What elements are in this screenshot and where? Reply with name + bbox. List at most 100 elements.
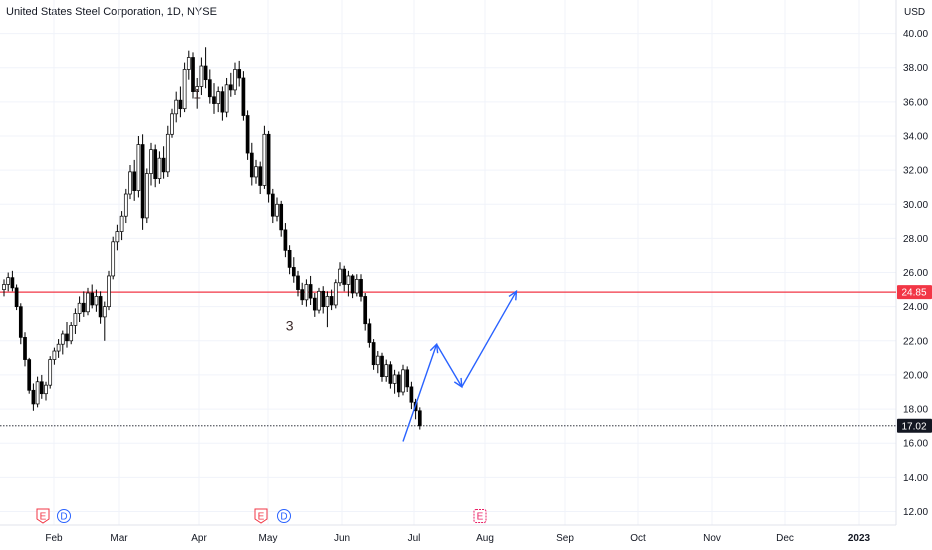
candle-body[interactable] bbox=[279, 203, 284, 231]
candle-body[interactable] bbox=[18, 306, 23, 338]
candle-body[interactable] bbox=[241, 77, 246, 116]
candle-body[interactable] bbox=[245, 115, 250, 154]
earnings-marker[interactable] bbox=[36, 508, 50, 524]
candle-body[interactable] bbox=[27, 359, 32, 391]
candle-body[interactable] bbox=[123, 193, 128, 217]
candle-body[interactable] bbox=[258, 166, 263, 186]
candle-body[interactable] bbox=[371, 342, 376, 366]
candle-body[interactable] bbox=[287, 249, 292, 268]
candle-body[interactable] bbox=[262, 133, 267, 186]
candle-body[interactable] bbox=[291, 267, 296, 277]
candle-body[interactable] bbox=[65, 333, 69, 342]
candle-body[interactable] bbox=[111, 241, 116, 277]
candle-body[interactable] bbox=[39, 381, 44, 395]
candle-body[interactable] bbox=[81, 302, 86, 313]
candle-body[interactable] bbox=[409, 386, 414, 403]
candle-body[interactable] bbox=[153, 149, 158, 180]
candle-body[interactable] bbox=[98, 296, 103, 318]
candle-body[interactable] bbox=[220, 91, 225, 113]
candle-body[interactable] bbox=[249, 152, 254, 178]
candle-body[interactable] bbox=[107, 275, 111, 308]
candle-body[interactable] bbox=[136, 144, 141, 191]
candle-body[interactable] bbox=[346, 275, 351, 285]
candle-body[interactable] bbox=[367, 323, 372, 343]
earnings-marker[interactable] bbox=[254, 508, 268, 524]
candle-body[interactable] bbox=[325, 296, 330, 308]
candle-body[interactable] bbox=[342, 268, 347, 285]
candle-body[interactable] bbox=[165, 133, 170, 173]
candle-body[interactable] bbox=[199, 65, 204, 87]
candle-body[interactable] bbox=[86, 292, 90, 313]
candle-body[interactable] bbox=[388, 364, 393, 384]
candle-body[interactable] bbox=[405, 369, 410, 388]
candle-body[interactable] bbox=[132, 171, 137, 191]
candle-body[interactable] bbox=[354, 279, 359, 294]
candle-body[interactable] bbox=[254, 166, 258, 178]
candle-body[interactable] bbox=[380, 355, 384, 377]
candle-body[interactable] bbox=[401, 369, 405, 393]
projection-arrow-segment[interactable] bbox=[402, 343, 438, 442]
candle-body[interactable] bbox=[140, 144, 145, 219]
candle-body[interactable] bbox=[308, 284, 313, 299]
candle-body[interactable] bbox=[329, 296, 334, 306]
candle-body[interactable] bbox=[128, 171, 132, 195]
candle-body[interactable] bbox=[195, 86, 200, 92]
candle-body[interactable] bbox=[178, 99, 183, 110]
candle-body[interactable] bbox=[149, 149, 153, 174]
candle-body[interactable] bbox=[23, 337, 27, 360]
candle-body[interactable] bbox=[396, 374, 401, 393]
candle-body[interactable] bbox=[275, 203, 279, 217]
candle-body[interactable] bbox=[2, 284, 6, 290]
candle-body[interactable] bbox=[203, 65, 208, 81]
dividend-marker[interactable] bbox=[277, 509, 291, 523]
candle-body[interactable] bbox=[48, 359, 53, 386]
candle-body[interactable] bbox=[392, 374, 397, 384]
candle-body[interactable] bbox=[338, 268, 342, 284]
candle-body[interactable] bbox=[31, 389, 36, 405]
candle-body[interactable] bbox=[182, 69, 187, 110]
candle-body[interactable] bbox=[233, 69, 237, 91]
dividend-marker[interactable] bbox=[57, 509, 71, 523]
candle-body[interactable] bbox=[186, 57, 191, 70]
candle-body[interactable] bbox=[296, 275, 300, 290]
candle-body[interactable] bbox=[363, 296, 368, 325]
candle-body[interactable] bbox=[144, 173, 149, 219]
candle-body[interactable] bbox=[161, 157, 166, 173]
candle-body[interactable] bbox=[312, 297, 317, 311]
candle-body[interactable] bbox=[14, 287, 19, 308]
candle-body[interactable] bbox=[207, 79, 212, 98]
candle-body[interactable] bbox=[333, 282, 338, 306]
candle-body[interactable] bbox=[212, 96, 216, 104]
candle-body[interactable] bbox=[174, 99, 179, 115]
candle-body[interactable] bbox=[170, 113, 174, 135]
candle-body[interactable] bbox=[283, 229, 288, 251]
candle-body[interactable] bbox=[44, 384, 48, 395]
candle-body[interactable] bbox=[270, 193, 275, 217]
candle-body[interactable] bbox=[350, 275, 355, 294]
candle-body[interactable] bbox=[266, 133, 271, 195]
candle-body[interactable] bbox=[224, 84, 229, 113]
candle-body[interactable] bbox=[90, 292, 95, 306]
candle-body[interactable] bbox=[35, 381, 40, 405]
candle-body[interactable] bbox=[69, 325, 74, 342]
candle-body[interactable] bbox=[216, 91, 221, 104]
candle-body[interactable] bbox=[417, 410, 422, 427]
candle-body[interactable] bbox=[384, 364, 389, 377]
candle-body[interactable] bbox=[317, 290, 321, 311]
earnings-future-marker[interactable] bbox=[473, 509, 487, 523]
candle-body[interactable] bbox=[157, 157, 162, 180]
candle-body[interactable] bbox=[10, 277, 15, 289]
projection-arrow-segment[interactable] bbox=[435, 343, 463, 388]
candle-body[interactable] bbox=[304, 284, 309, 301]
projection-arrow-segment[interactable] bbox=[461, 290, 518, 388]
candle-body[interactable] bbox=[6, 277, 11, 285]
candle-body[interactable] bbox=[237, 69, 242, 79]
candle-body[interactable] bbox=[321, 290, 326, 308]
candle-body[interactable] bbox=[52, 350, 57, 360]
candle-body[interactable] bbox=[228, 84, 233, 91]
candle-body[interactable] bbox=[191, 57, 195, 92]
candle-body[interactable] bbox=[94, 296, 99, 306]
candle-body[interactable] bbox=[300, 289, 305, 301]
candle-body[interactable] bbox=[119, 215, 124, 232]
